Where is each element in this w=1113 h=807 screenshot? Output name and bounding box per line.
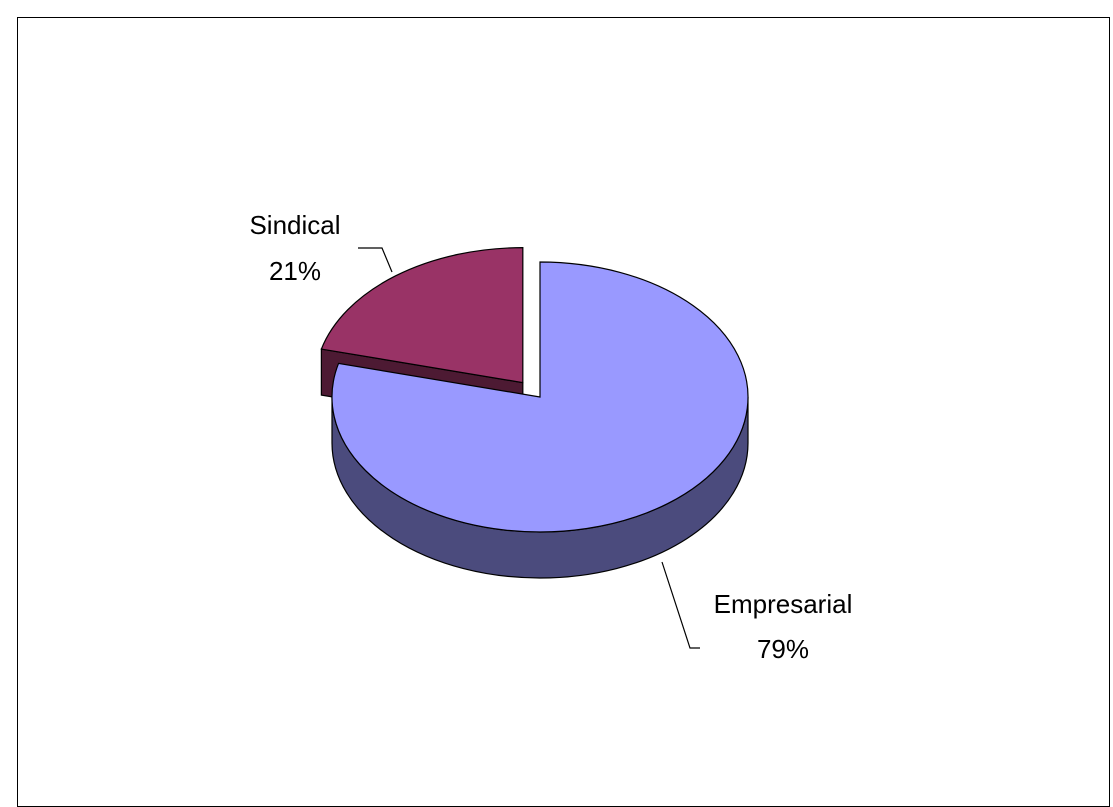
data-labels: Sindical 21% Empresarial 79%: [249, 210, 852, 664]
leader-lines: [358, 247, 700, 649]
data-label-empresarial-name: Empresarial: [714, 589, 853, 619]
slice-sindical: [320, 247, 524, 384]
data-label-sindical-name: Sindical: [249, 210, 340, 240]
pie-slices: [320, 247, 749, 579]
leader-line-sindical: [358, 247, 393, 273]
data-label-empresarial-value: 79%: [757, 634, 809, 664]
data-label-sindical-value: 21%: [269, 256, 321, 286]
leader-line-empresarial: [661, 561, 700, 649]
slice-empresarial: [331, 261, 749, 533]
